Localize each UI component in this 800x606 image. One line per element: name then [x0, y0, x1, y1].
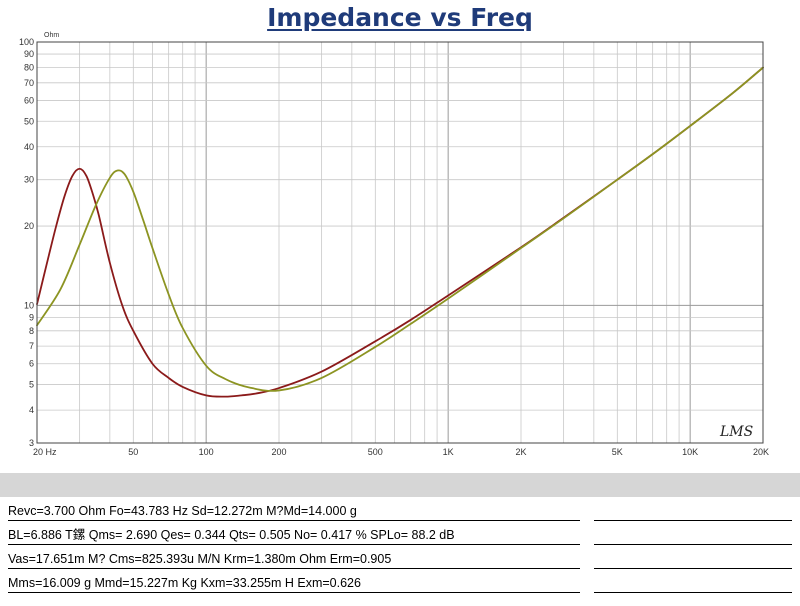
series-layer: [36, 66, 764, 398]
y-tick-label-13: 70: [24, 78, 34, 88]
plot-frame: [36, 41, 764, 444]
y-tick-label-15: 90: [24, 49, 34, 59]
y-tick-label-10: 40: [24, 142, 34, 152]
x-tick-label-4: 500: [368, 447, 383, 457]
x-tick-label-7: 5K: [612, 447, 623, 457]
parameter-blank-line-3: [594, 551, 792, 569]
y-tick-label-11: 50: [24, 116, 34, 126]
parameter-row-mms: Mms=16.009 g Mmd=15.227m Kg Kxm=33.255m …: [8, 575, 580, 593]
parameter-row-bl: BL=6.886 T鏍 Qms= 2.690 Qes= 0.344 Qts= 0…: [8, 527, 580, 545]
y-axis-tick-labels: 3 4 5 6 7 8 9 10 20 30 40 50 60 70 80 90 100: [19, 37, 34, 448]
y-tick-label-9: 30: [24, 175, 34, 185]
x-tick-label-9: 20K: [753, 447, 769, 457]
parameter-header-band: [0, 473, 800, 497]
parameter-blank-line-4: [594, 575, 792, 593]
y-tick-label-3: 6: [29, 359, 34, 369]
parameter-row-revc: Revc=3.700 Ohm Fo=43.783 Hz Sd=12.272m M…: [8, 503, 580, 521]
y-tick-label-12: 60: [24, 95, 34, 105]
x-tick-label-2: 100: [199, 447, 214, 457]
x-tick-label-3: 200: [271, 447, 286, 457]
y-axis-unit-label: Ohm: [44, 32, 59, 39]
y-tick-label-6: 9: [29, 312, 34, 322]
x-tick-label-0: 20 Hz: [33, 447, 57, 457]
parameter-blank-line-2: [594, 527, 792, 545]
plot-area: [37, 42, 763, 443]
y-tick-label-4: 7: [29, 341, 34, 351]
chart-title: Impedance vs Freq: [267, 3, 533, 32]
y-tick-label-8: 20: [24, 221, 34, 231]
lms-logo-text: LMS: [719, 424, 753, 440]
parameter-blank-line-1: [594, 503, 792, 521]
x-tick-label-5: 1K: [443, 447, 454, 457]
x-tick-label-8: 10K: [682, 447, 698, 457]
y-tick-label-0: 3: [29, 438, 34, 448]
x-tick-label-6: 2K: [515, 447, 526, 457]
y-tick-label-2: 5: [29, 380, 34, 390]
y-tick-label-16: 100: [19, 37, 34, 47]
x-axis-tick-labels: 20 Hz 50 100 200 500 1K 2K 5K 10K 20K: [33, 447, 769, 457]
y-tick-label-1: 4: [29, 405, 34, 415]
impedance-curve-1: [36, 66, 764, 392]
y-tick-label-7: 10: [24, 300, 34, 310]
parameter-row-vas: Vas=17.651m M? Cms=825.393u M/N Krm=1.38…: [8, 551, 580, 569]
y-tick-label-14: 80: [24, 63, 34, 73]
x-tick-label-1: 50: [128, 447, 138, 457]
y-tick-label-5: 8: [29, 326, 34, 336]
